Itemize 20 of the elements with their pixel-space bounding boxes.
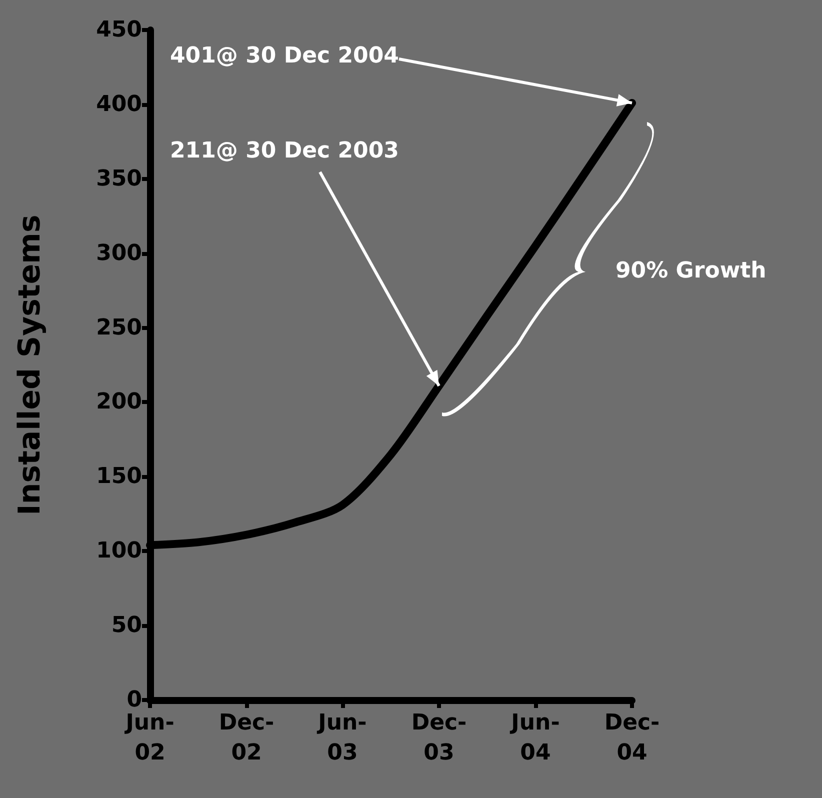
annotation: 211@ 30 Dec 2003: [170, 138, 399, 164]
x-tick-label: Dec-03: [411, 710, 467, 766]
y-tick-label: 350: [96, 166, 142, 192]
y-tick-label: 150: [96, 464, 142, 490]
y-tick-label: 100: [96, 538, 142, 564]
y-tick-label: 0: [126, 688, 142, 712]
y-tick-label: 250: [96, 315, 142, 340]
y-tick-label: 450: [96, 18, 142, 42]
x-tick-label: Dec-04: [604, 710, 660, 766]
x-tick-label: Jun-02: [124, 710, 174, 766]
x-tick-label: Dec-02: [218, 710, 274, 766]
y-tick-label: 50: [111, 613, 142, 638]
annotation: 401@ 30 Dec 2004: [170, 44, 399, 68]
y-tick-label: 400: [96, 92, 142, 117]
x-tick-label: Jun-04: [509, 710, 560, 766]
annotation: 90% Growth: [615, 258, 766, 284]
y-tick-label: 300: [96, 240, 142, 266]
y-axis-title: Installed Systems: [12, 214, 48, 516]
x-tick-label: Jun-03: [316, 710, 367, 766]
y-tick-label: 200: [96, 390, 142, 415]
